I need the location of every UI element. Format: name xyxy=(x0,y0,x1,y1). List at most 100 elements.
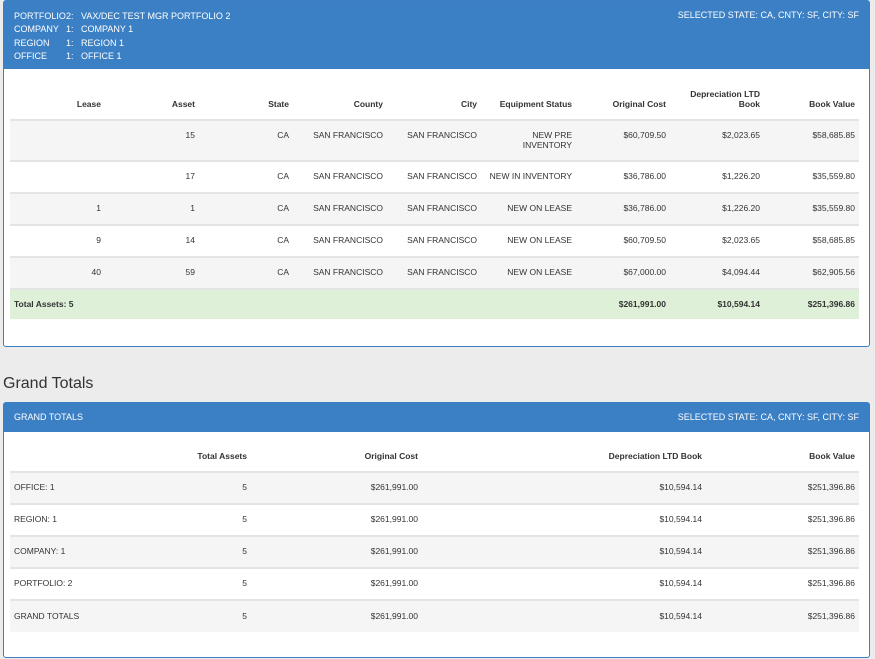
cell-state: CA xyxy=(199,192,293,225)
table-row[interactable]: GRAND TOTALS 5 $261,991.00 $10,594.14 $2… xyxy=(10,599,859,632)
cell-county: SAN FRANCISCO xyxy=(293,192,387,225)
table-row[interactable]: 17 CA SAN FRANCISCO SAN FRANCISCO NEW IN… xyxy=(10,160,859,193)
hierarchy-company: COMPANY 1: COMPANY 1 xyxy=(14,23,230,36)
cell-dep: $2,023.65 xyxy=(670,224,764,257)
cell-dep: $10,594.14 xyxy=(422,471,706,504)
cell-asset: 14 xyxy=(105,224,199,257)
total-orig: $261,991.00 xyxy=(576,288,670,319)
hierarchy-key: OFFICE xyxy=(14,50,47,61)
hierarchy-value: OFFICE 1 xyxy=(81,50,122,61)
cell-status: NEW IN INVENTORY xyxy=(481,160,576,193)
cell-orig: $36,786.00 xyxy=(576,160,670,193)
cell-city: SAN FRANCISCO xyxy=(387,256,481,289)
col-total-assets[interactable]: Total Assets xyxy=(197,451,247,461)
total-book: $251,396.86 xyxy=(764,288,859,319)
col-equipment-status[interactable]: Equipment Status xyxy=(499,99,572,109)
cell-book: $251,396.86 xyxy=(706,503,859,536)
total-row: Total Assets: 5 $261,991.00 $10,594.14 $… xyxy=(10,288,859,319)
table-row[interactable]: 15 CA SAN FRANCISCO SAN FRANCISCO NEW PR… xyxy=(10,119,859,161)
cell-orig: $261,991.00 xyxy=(251,567,422,600)
cell-orig: $36,786.00 xyxy=(576,192,670,225)
cell-lease: 9 xyxy=(10,224,105,257)
grand-totals-header: GRAND TOTALS SELECTED STATE: CA, CNTY: S… xyxy=(4,403,869,432)
col-depreciation[interactable]: Depreciation LTD Book xyxy=(690,89,760,109)
hierarchy-office: OFFICE 1: OFFICE 1 xyxy=(14,50,230,63)
grand-totals-table: Total Assets Original Cost Depreciation … xyxy=(10,449,859,632)
col-book-value[interactable]: Book Value xyxy=(809,99,855,109)
cell-book: $251,396.86 xyxy=(706,535,859,568)
cell-orig: $261,991.00 xyxy=(251,503,422,536)
cell-assets: 5 xyxy=(105,503,251,536)
col-original-cost[interactable]: Original Cost xyxy=(364,451,418,461)
cell-status: NEW ON LEASE xyxy=(481,256,576,289)
table-row[interactable]: 1 1 CA SAN FRANCISCO SAN FRANCISCO NEW O… xyxy=(10,192,859,225)
cell-book: $251,396.86 xyxy=(706,599,859,632)
cell-book: $251,396.86 xyxy=(706,471,859,504)
cell-lease: 40 xyxy=(10,256,105,289)
cell-level: OFFICE: 1 xyxy=(10,471,105,504)
cell-asset: 59 xyxy=(105,256,199,289)
col-original-cost[interactable]: Original Cost xyxy=(612,99,666,109)
cell-asset: 15 xyxy=(105,119,199,161)
cell-assets: 5 xyxy=(105,599,251,632)
cell-orig: $60,709.50 xyxy=(576,119,670,161)
table-row[interactable]: OFFICE: 1 5 $261,991.00 $10,594.14 $251,… xyxy=(10,471,859,504)
table-header-row: Total Assets Original Cost Depreciation … xyxy=(10,449,859,472)
table-row[interactable]: 40 59 CA SAN FRANCISCO SAN FRANCISCO NEW… xyxy=(10,256,859,289)
cell-level: GRAND TOTALS xyxy=(10,599,105,632)
table-row[interactable]: REGION: 1 5 $261,991.00 $10,594.14 $251,… xyxy=(10,503,859,536)
table-row[interactable]: COMPANY: 1 5 $261,991.00 $10,594.14 $251… xyxy=(10,535,859,568)
cell-status: NEW ON LEASE xyxy=(481,192,576,225)
cell-state: CA xyxy=(199,160,293,193)
col-depreciation[interactable]: Depreciation LTD Book xyxy=(608,451,702,461)
cell-state: CA xyxy=(199,224,293,257)
report-panel-header: PORTFOLIO2: VAX/DEC TEST MGR PORTFOLIO 2 … xyxy=(4,1,869,69)
cell-assets: 5 xyxy=(105,535,251,568)
cell-book: $58,685.85 xyxy=(764,119,859,161)
cell-assets: 5 xyxy=(105,567,251,600)
hierarchy-info: PORTFOLIO2: VAX/DEC TEST MGR PORTFOLIO 2 … xyxy=(14,10,230,63)
col-state[interactable]: State xyxy=(268,99,289,109)
cell-county: SAN FRANCISCO xyxy=(293,160,387,193)
cell-dep: $4,094.44 xyxy=(670,256,764,289)
cell-book: $251,396.86 xyxy=(706,567,859,600)
hierarchy-key: REGION xyxy=(14,37,50,48)
col-lease[interactable]: Lease xyxy=(76,99,101,109)
cell-city: SAN FRANCISCO xyxy=(387,192,481,225)
cell-orig: $67,000.00 xyxy=(576,256,670,289)
col-book-value[interactable]: Book Value xyxy=(809,451,855,461)
cell-dep: $1,226.20 xyxy=(670,160,764,193)
cell-book: $35,559.80 xyxy=(764,192,859,225)
table-row[interactable]: PORTFOLIO: 2 5 $261,991.00 $10,594.14 $2… xyxy=(10,567,859,600)
hierarchy-value: COMPANY 1 xyxy=(81,24,134,35)
cell-asset: 1 xyxy=(105,192,199,225)
table-header-row: Lease Asset State County City Equipment … xyxy=(10,88,859,120)
selected-filter: SELECTED STATE: CA, CNTY: SF, CITY: SF xyxy=(677,412,859,422)
cell-dep: $10,594.14 xyxy=(422,599,706,632)
cell-level: REGION: 1 xyxy=(10,503,105,536)
cell-dep: $1,226.20 xyxy=(670,192,764,225)
col-county[interactable]: County xyxy=(353,99,383,109)
hierarchy-num: 1: xyxy=(66,24,74,35)
cell-dep: $2,023.65 xyxy=(670,119,764,161)
col-level xyxy=(10,449,105,472)
table-row[interactable]: 9 14 CA SAN FRANCISCO SAN FRANCISCO NEW … xyxy=(10,224,859,257)
cell-state: CA xyxy=(199,256,293,289)
cell-level: COMPANY: 1 xyxy=(10,535,105,568)
cell-lease: 1 xyxy=(10,192,105,225)
cell-orig: $60,709.50 xyxy=(576,224,670,257)
col-asset[interactable]: Asset xyxy=(171,99,195,109)
cell-county: SAN FRANCISCO xyxy=(293,224,387,257)
cell-lease xyxy=(10,119,105,161)
hierarchy-value: VAX/DEC TEST MGR PORTFOLIO 2 xyxy=(81,11,231,21)
cell-lease xyxy=(10,160,105,193)
cell-orig: $261,991.00 xyxy=(251,471,422,504)
cell-book: $58,685.85 xyxy=(764,224,859,257)
cell-book: $62,905.56 xyxy=(764,256,859,289)
col-city[interactable]: City xyxy=(460,99,477,109)
cell-orig: $261,991.00 xyxy=(251,599,422,632)
cell-state: CA xyxy=(199,119,293,161)
selected-filter: SELECTED STATE: CA, CNTY: SF, CITY: SF xyxy=(677,10,859,20)
hierarchy-region: REGION 1: REGION 1 xyxy=(14,37,230,50)
cell-assets: 5 xyxy=(105,471,251,504)
